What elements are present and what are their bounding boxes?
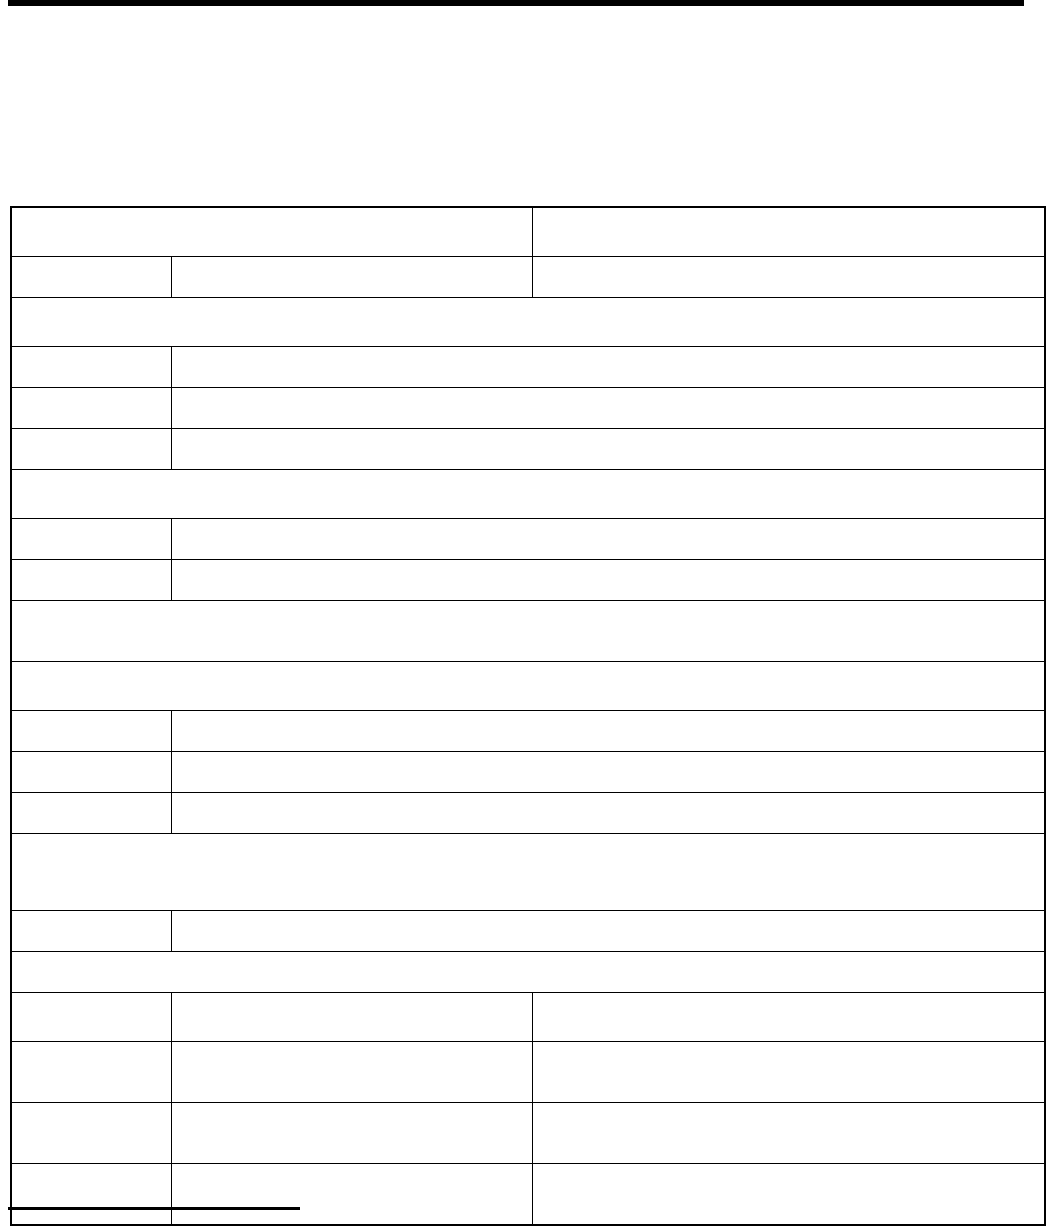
section-1-header-right bbox=[531, 206, 1046, 257]
s6-r4-value[interactable] bbox=[170, 1163, 533, 1226]
s2-r2-label[interactable] bbox=[10, 387, 172, 429]
header-line-9 bbox=[10, 158, 1044, 176]
table-row bbox=[10, 206, 1046, 257]
table-row bbox=[10, 1163, 1046, 1226]
form-table bbox=[10, 206, 1046, 1226]
form-table-container bbox=[10, 206, 1046, 1226]
s2-r3-label[interactable] bbox=[10, 428, 172, 470]
s2-r1-value[interactable] bbox=[170, 346, 1046, 388]
s2-r2-value[interactable] bbox=[170, 387, 1046, 429]
s3-r1-value[interactable] bbox=[170, 518, 1046, 560]
s1-r1-value[interactable] bbox=[170, 256, 533, 298]
s2-r1-label[interactable] bbox=[10, 346, 172, 388]
section-3-header bbox=[10, 469, 1046, 519]
table-row bbox=[10, 792, 1046, 834]
s5-r1-label[interactable] bbox=[10, 910, 172, 952]
s3-r2-value[interactable] bbox=[170, 559, 1046, 601]
s4-r2-label[interactable] bbox=[10, 751, 172, 793]
s1-r1-label[interactable] bbox=[10, 256, 172, 298]
s4-r1-value[interactable] bbox=[170, 710, 1046, 752]
section-1-header bbox=[10, 206, 533, 257]
table-row bbox=[10, 559, 1046, 601]
s5-r1-value[interactable] bbox=[170, 910, 1046, 952]
s6-r4-label[interactable] bbox=[10, 1163, 172, 1226]
page-top-rule bbox=[8, 0, 1024, 6]
table-row bbox=[10, 256, 1046, 298]
s6-r2-value[interactable] bbox=[170, 1041, 533, 1103]
table-row bbox=[10, 297, 1046, 347]
table-row bbox=[10, 992, 1046, 1042]
table-row bbox=[10, 428, 1046, 470]
page-header-area bbox=[10, 14, 1044, 200]
s1-r1-extra[interactable] bbox=[531, 256, 1046, 298]
table-row bbox=[10, 751, 1046, 793]
table-row bbox=[10, 518, 1046, 560]
s6-r4-extra[interactable] bbox=[531, 1163, 1046, 1226]
table-row bbox=[10, 661, 1046, 711]
footnote-separator-rule bbox=[8, 1207, 300, 1210]
table-row bbox=[10, 346, 1046, 388]
s2-r3-value[interactable] bbox=[170, 428, 1046, 470]
section-6-header bbox=[10, 951, 1046, 993]
table-row bbox=[10, 1102, 1046, 1164]
s6-r1-value[interactable] bbox=[170, 992, 533, 1042]
table-row bbox=[10, 910, 1046, 952]
s6-r3-value[interactable] bbox=[170, 1102, 533, 1164]
header-line-8 bbox=[10, 140, 1044, 158]
s4-r3-value[interactable] bbox=[170, 792, 1046, 834]
s4-r2-value[interactable] bbox=[170, 751, 1046, 793]
s3-r3-fullwidth-value[interactable] bbox=[10, 600, 1046, 662]
header-line-6 bbox=[10, 104, 1044, 122]
header-line-3 bbox=[10, 50, 1044, 68]
table-row bbox=[10, 833, 1046, 911]
table-row bbox=[10, 469, 1046, 519]
header-line-7 bbox=[10, 122, 1044, 140]
section-5-header bbox=[10, 833, 1046, 911]
table-row bbox=[10, 710, 1046, 752]
table-row bbox=[10, 387, 1046, 429]
s3-r1-label[interactable] bbox=[10, 518, 172, 560]
header-line-1 bbox=[10, 14, 1044, 32]
header-line-5 bbox=[10, 86, 1044, 104]
header-line-2 bbox=[10, 32, 1044, 50]
table-row bbox=[10, 600, 1046, 662]
s6-r2-label[interactable] bbox=[10, 1041, 172, 1103]
table-row bbox=[10, 951, 1046, 993]
s3-r2-label[interactable] bbox=[10, 559, 172, 601]
s6-r2-extra[interactable] bbox=[531, 1041, 1046, 1103]
section-2-header bbox=[10, 297, 1046, 347]
s6-r3-extra[interactable] bbox=[531, 1102, 1046, 1164]
section-4-header bbox=[10, 661, 1046, 711]
s6-r3-label[interactable] bbox=[10, 1102, 172, 1164]
s4-r1-label[interactable] bbox=[10, 710, 172, 752]
table-row bbox=[10, 1041, 1046, 1103]
s4-r3-label[interactable] bbox=[10, 792, 172, 834]
s6-r1-label[interactable] bbox=[10, 992, 172, 1042]
s6-r1-extra[interactable] bbox=[531, 992, 1046, 1042]
header-line-4 bbox=[10, 68, 1044, 86]
